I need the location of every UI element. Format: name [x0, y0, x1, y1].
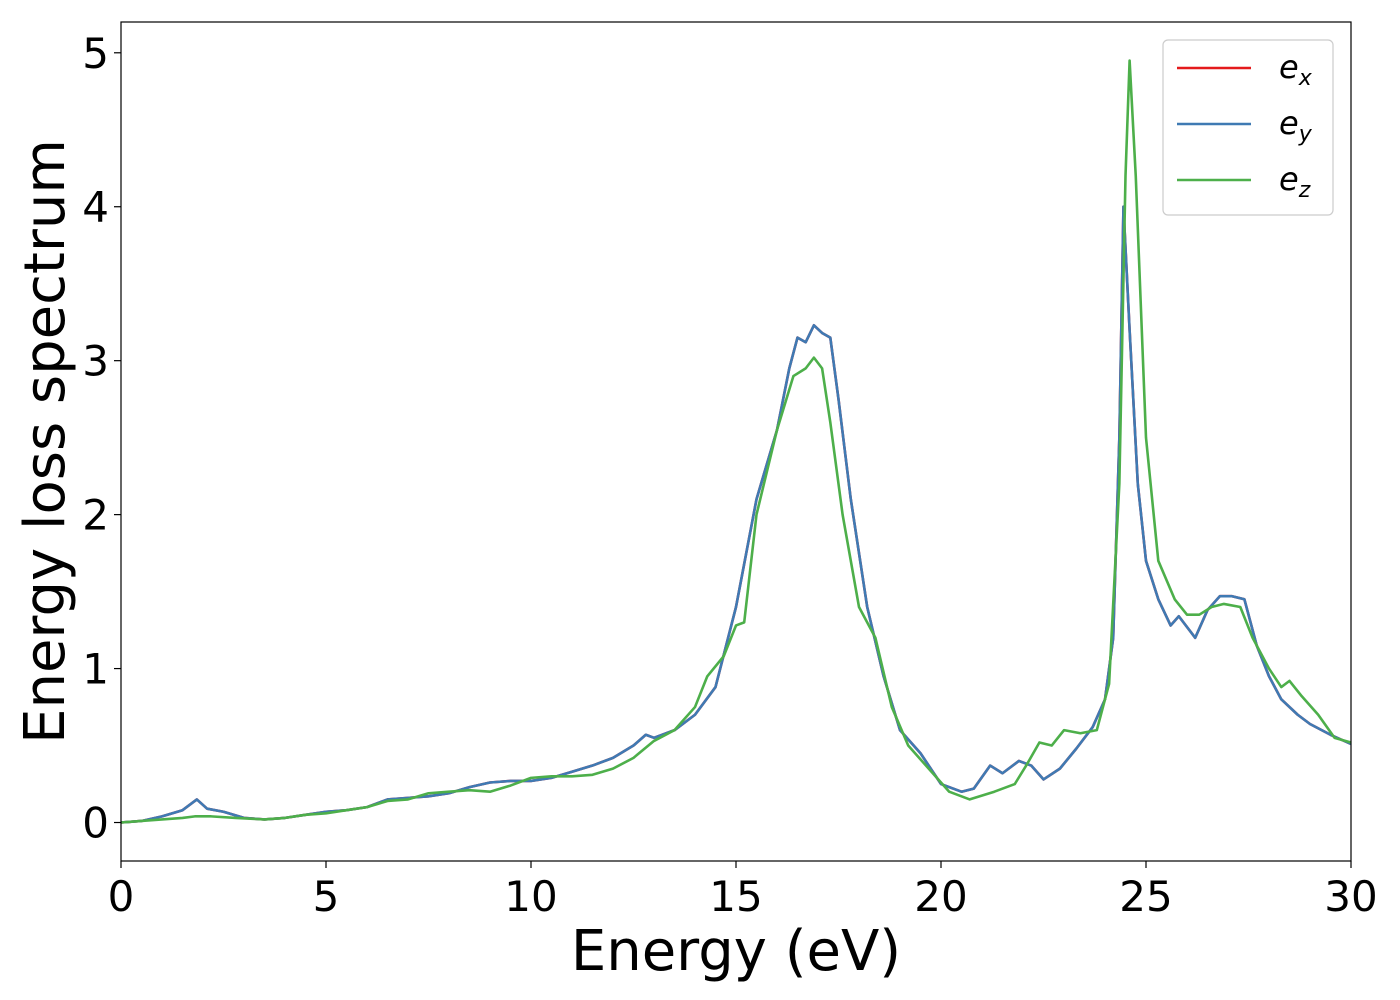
legend-label-subscript: z	[1298, 178, 1311, 203]
x-tick-label: 5	[313, 872, 340, 921]
y-tick-label: 0	[82, 799, 109, 848]
y-tick-label: 4	[82, 183, 109, 232]
y-tick-label: 5	[82, 29, 109, 78]
legend-box	[1162, 39, 1334, 216]
y-axis-title: Energy loss spectrum	[13, 139, 78, 744]
y-tick-label: 2	[82, 491, 109, 540]
x-tick-label: 20	[914, 872, 967, 921]
x-tick-label: 30	[1324, 872, 1377, 921]
x-tick-label: 0	[108, 872, 135, 921]
x-axis-ticks: 0 5 10 15 20 25 30	[108, 861, 1378, 921]
y-tick-label: 3	[82, 337, 109, 386]
legend-label-subscript: y	[1298, 122, 1313, 147]
x-tick-label: 25	[1119, 872, 1172, 921]
x-tick-label: 15	[709, 872, 762, 921]
legend-label-subscript: x	[1298, 66, 1313, 91]
y-tick-label: 1	[82, 645, 109, 694]
series-layer	[120, 59, 1352, 824]
series-line-z	[120, 59, 1352, 824]
x-axis-title: Energy (eV)	[571, 919, 901, 984]
y-axis-ticks: 0 1 2 3 4 5	[82, 29, 121, 848]
x-tick-label: 10	[504, 872, 557, 921]
